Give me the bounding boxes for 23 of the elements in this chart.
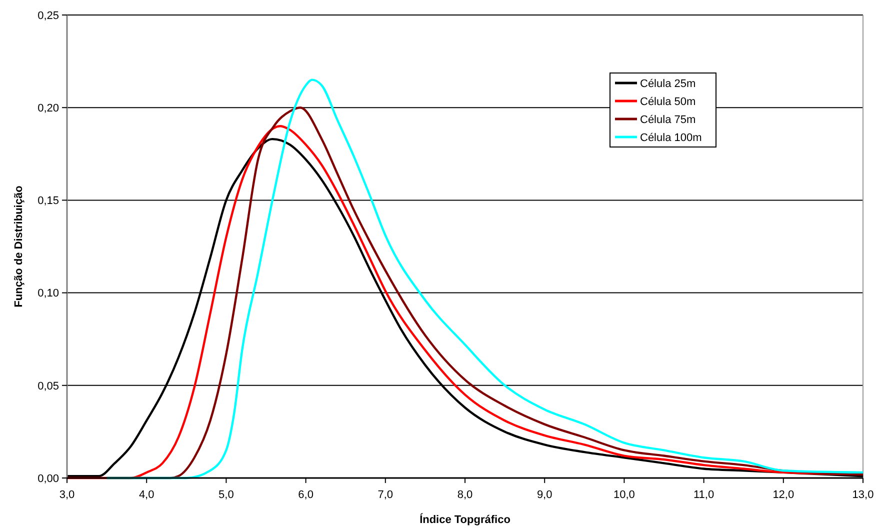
x-tick-label: 6,0 xyxy=(298,489,314,501)
x-tick-label: 8,0 xyxy=(457,489,473,501)
x-tick-label: 10,0 xyxy=(613,489,635,501)
x-tick-label: 12,0 xyxy=(772,489,794,501)
x-tick-label: 7,0 xyxy=(378,489,394,501)
x-tick-label: 9,0 xyxy=(536,489,552,501)
legend-label: Célula 100m xyxy=(640,132,702,144)
x-tick-label: 4,0 xyxy=(138,489,154,501)
y-tick-label: 0,10 xyxy=(38,288,59,300)
legend-label: Célula 50m xyxy=(640,96,696,108)
x-tick-label: 13,0 xyxy=(852,489,874,501)
x-tick-label: 3,0 xyxy=(59,489,75,501)
y-tick-label: 0,05 xyxy=(38,380,59,392)
x-tick-label: 11,0 xyxy=(694,489,714,501)
y-tick-label: 0,15 xyxy=(38,195,59,208)
legend-label: Célula 75m xyxy=(640,114,696,126)
y-tick-label: 0,25 xyxy=(38,10,59,22)
y-tick-label: 0,20 xyxy=(38,102,59,114)
y-tick-label: 0,00 xyxy=(38,472,59,485)
y-axis-title: Função de Distribuição xyxy=(13,185,25,308)
legend-label: Célula 25m xyxy=(640,78,696,90)
x-tick-label: 5,0 xyxy=(218,489,234,501)
x-axis-title: Índice Topgráfico xyxy=(420,513,511,526)
